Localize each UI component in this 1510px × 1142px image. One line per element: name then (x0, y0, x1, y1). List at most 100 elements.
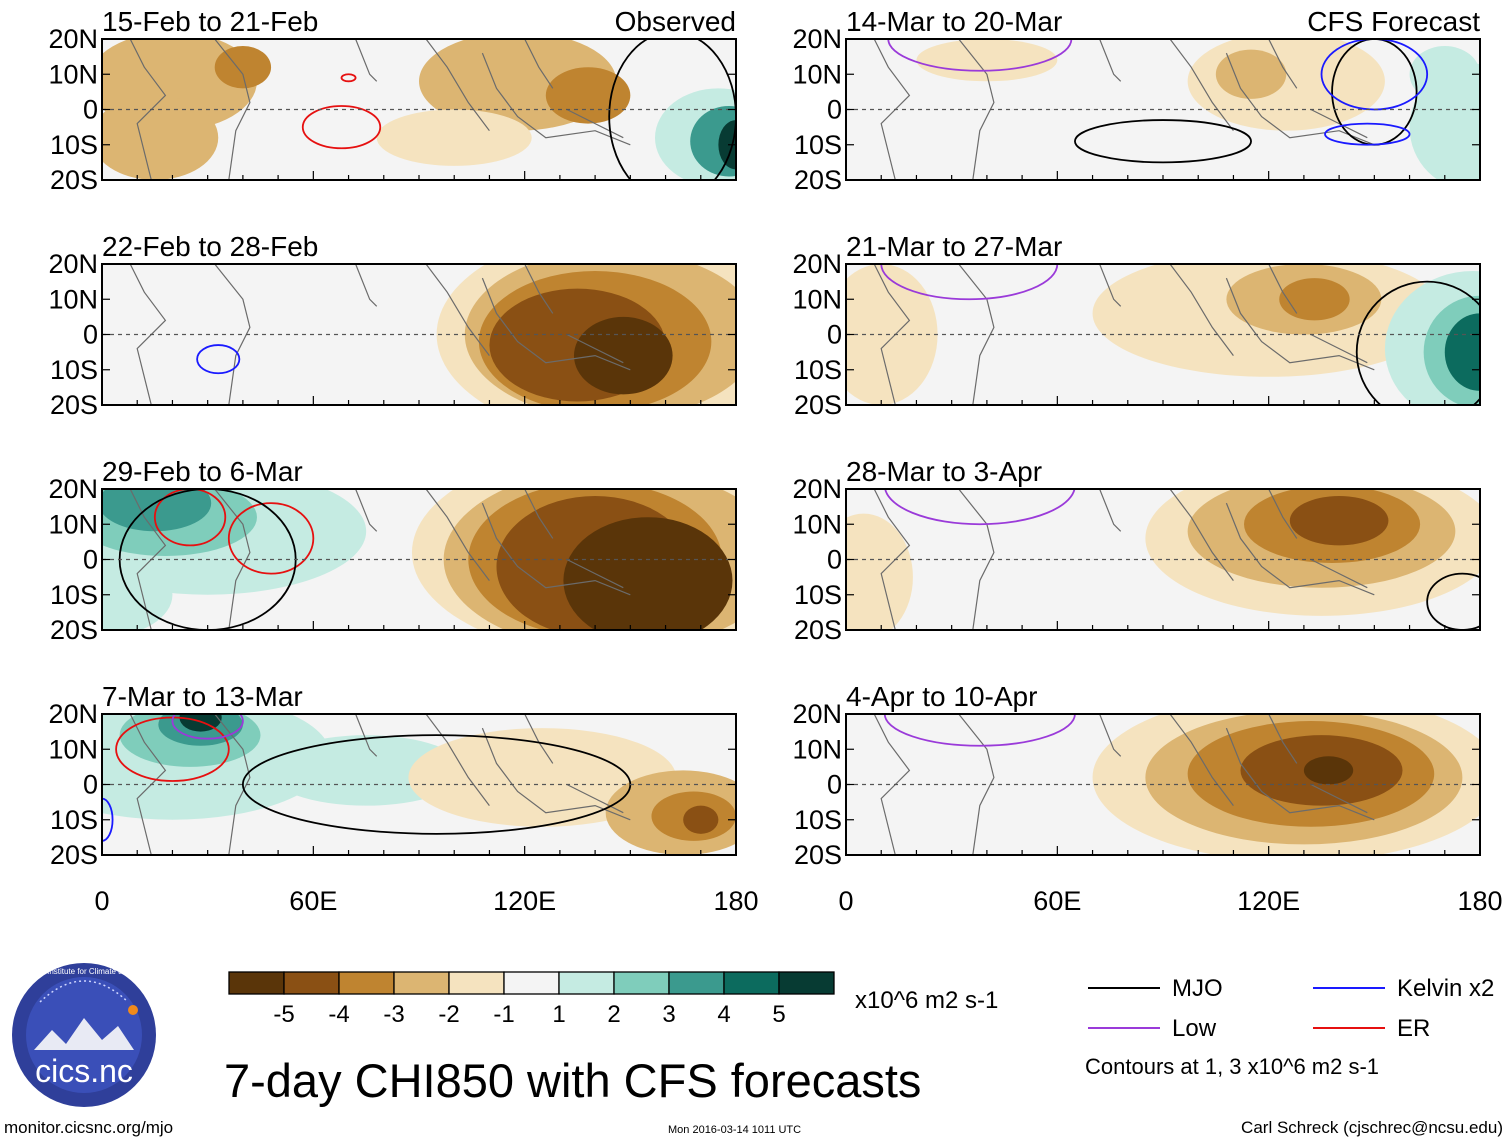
legend-label: Low (1172, 1015, 1217, 1042)
anomaly-region (563, 517, 733, 630)
colorbar-swatch (503, 971, 560, 995)
contour-kelvin (196, 344, 241, 375)
coastline (355, 489, 378, 532)
y-tick-label: 10N (792, 734, 842, 764)
coastline (425, 489, 490, 581)
contour-er (153, 489, 227, 547)
colorbar-label: 4 (717, 1001, 730, 1028)
coastline (214, 39, 251, 180)
anomaly-region (1187, 39, 1385, 131)
coastline (1310, 108, 1368, 139)
colorbar-swatch (393, 971, 450, 995)
contour-er (391, 264, 411, 265)
coastline (1169, 489, 1234, 581)
y-tick-label: 10N (792, 509, 842, 539)
panel: 20N 10N 0 10S 20S 21-Mar to 27-Mar (792, 231, 1481, 420)
panel-title: 21-Mar to 27-Mar (846, 231, 1062, 262)
coastline (1268, 39, 1298, 89)
y-tick-label: 10S (50, 580, 98, 610)
y-tick-label: 10N (48, 509, 98, 539)
coastline (1225, 727, 1375, 821)
anomaly-region (846, 513, 913, 630)
coastline (214, 489, 251, 630)
mountain-icon (34, 1018, 134, 1050)
colorbar-label: -5 (273, 1001, 294, 1028)
panel: 20N 10N 0 10S 20S 14-Mar to 20-Mar CFS Forecas… (792, 6, 1481, 195)
contour-low (884, 489, 1076, 526)
y-tick-label: 10S (50, 130, 98, 160)
contour-mjo (1355, 280, 1480, 405)
anomaly-region (214, 46, 272, 89)
coastline (1225, 502, 1375, 596)
y-tick-label: 20N (48, 474, 98, 504)
colorbar-swatch (228, 971, 285, 995)
y-tick-label: 0 (827, 770, 842, 800)
panel-title: 14-Mar to 20-Mar (846, 6, 1062, 37)
y-tick-label: 0 (83, 545, 98, 575)
contour-low (887, 39, 1073, 72)
colorbar-units: x10^6 m2 s-1 (855, 987, 998, 1014)
colorbar-label: -2 (438, 1001, 459, 1028)
x-tick-label: 60E (289, 886, 337, 916)
y-tick-label: 20N (792, 474, 842, 504)
coastline (129, 489, 167, 630)
anomaly-region (573, 316, 673, 395)
anomaly-region (1289, 496, 1389, 546)
coastline (1099, 264, 1122, 307)
coastline (1169, 39, 1234, 132)
anomaly-region (916, 39, 1058, 82)
coastline (958, 39, 995, 180)
coastline (214, 264, 251, 405)
anomaly-region (1279, 278, 1350, 321)
coastline (1310, 333, 1368, 364)
colorbar-label: -1 (493, 1001, 514, 1028)
contour-low (171, 714, 244, 740)
panel-tag: CFS Forecast (1307, 6, 1480, 37)
coastline (958, 264, 995, 405)
coastline (958, 714, 995, 855)
anomaly-region (718, 120, 736, 170)
coastline (566, 783, 624, 814)
panel-field (846, 489, 1480, 630)
y-tick-label: 20S (794, 390, 842, 420)
panel-title: 22-Feb to 28-Feb (102, 231, 318, 262)
y-tick-label: 20S (50, 165, 98, 195)
coastline (1268, 489, 1298, 539)
colorbar-label: 5 (772, 1001, 785, 1028)
y-tick-label: 10N (48, 59, 98, 89)
y-tick-label: 10N (48, 284, 98, 314)
y-tick-label: 20S (50, 390, 98, 420)
panel: 20N 10N 0 10S 20S 15-Feb to 21-Feb Observed (48, 6, 737, 195)
y-tick-label: 10S (794, 805, 842, 835)
coastline (873, 489, 911, 630)
y-tick-label: 20N (792, 24, 842, 54)
sun-icon (128, 1005, 138, 1015)
coastline (566, 558, 624, 589)
panel-tag: Observed (615, 6, 736, 37)
panel: 20N 10N 0 10S 20S 7-Mar to 13-Mar (48, 681, 737, 870)
colorbar-swatch (613, 971, 670, 995)
colorbar-label: 3 (662, 1001, 675, 1028)
panel-title: 7-Mar to 13-Mar (102, 681, 303, 712)
coastline (566, 333, 624, 364)
coastline (1225, 52, 1375, 146)
x-tick-label: 0 (838, 886, 853, 916)
y-tick-label: 10N (48, 734, 98, 764)
contour-note: Contours at 1, 3 x10^6 m2 s-1 (1085, 1054, 1379, 1079)
x-tick-label: 60E (1033, 886, 1081, 916)
coastline (1310, 558, 1368, 589)
coastline (958, 489, 995, 630)
panel-field (102, 714, 736, 855)
colorbar-swatch (778, 971, 835, 995)
x-tick-label: 120E (493, 886, 556, 916)
x-tick-label: 180 (1457, 886, 1502, 916)
colorbar-swatch (448, 971, 505, 995)
anomaly-region (1444, 313, 1480, 391)
coastline (481, 52, 631, 146)
contour-mjo (1074, 119, 1252, 164)
footer-url: monitor.cicsnc.org/mjo (4, 1118, 173, 1137)
colorbar-label: -3 (383, 1001, 404, 1028)
y-tick-label: 0 (827, 320, 842, 350)
